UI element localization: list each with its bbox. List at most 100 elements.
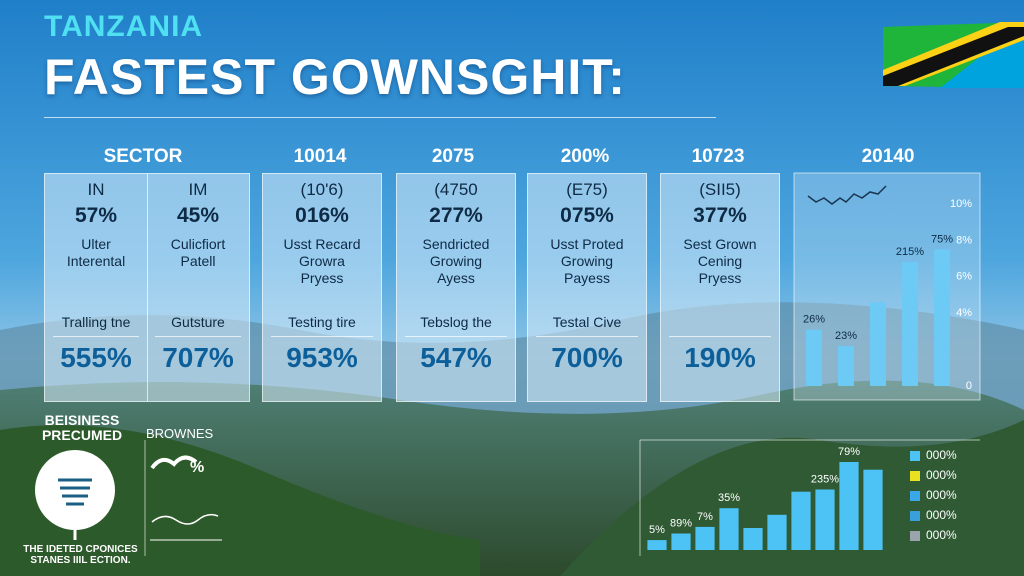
- legend-label: 000%: [926, 488, 957, 502]
- flag: [883, 22, 1024, 88]
- bar: [806, 329, 822, 386]
- description: Usst Recard Growra Pryess: [263, 236, 381, 287]
- description-line: Growing: [429, 253, 483, 269]
- legend-swatch: [910, 471, 920, 481]
- label-rule: [271, 336, 373, 337]
- column-header: 20140: [861, 146, 915, 167]
- card: (SII5) 377% Sest Grown Cening Pryess 190%: [660, 173, 780, 402]
- label: Gutsture: [171, 314, 225, 330]
- description: Usst Proted Growing Payess: [528, 236, 646, 287]
- card-column: (4750 277% Sendricted Growing Ayess Tebslog t…: [397, 174, 515, 401]
- description-line: Interental: [66, 253, 126, 269]
- browse-line: [151, 513, 219, 525]
- bar: [695, 526, 715, 550]
- label-rule: [405, 336, 507, 337]
- icon-lines: [58, 478, 92, 506]
- description: Culicfiort Patell: [147, 236, 249, 270]
- value: 377%: [693, 204, 747, 227]
- bar-text: 89%: [670, 517, 692, 529]
- country: TANZANIA: [44, 10, 204, 43]
- value: 45%: [176, 204, 220, 227]
- card-column: IM 45% Culicfiort Patell Gutsture 707%: [147, 174, 249, 401]
- label: Testal Cive: [552, 314, 622, 330]
- description-line: Payess: [564, 270, 610, 286]
- bar: [863, 469, 883, 550]
- bar: [902, 262, 918, 386]
- card: (10'6) 016% Usst Recard Growra Pryess Testing…: [262, 173, 382, 402]
- bar-text: 79%: [838, 446, 860, 458]
- y-tick-label: 0: [966, 380, 972, 392]
- footer-line: STANES IIIL ECTION.: [30, 555, 131, 566]
- bar: [767, 514, 787, 550]
- bar: [934, 249, 950, 386]
- bar: [838, 345, 854, 386]
- description-line: Pryess: [300, 270, 344, 286]
- description-line: Culicfiort: [170, 236, 226, 252]
- y-tick-label: 8%: [956, 234, 972, 246]
- big-value: 953%: [286, 342, 358, 373]
- separator: [44, 117, 716, 118]
- description-line: Ulter: [81, 236, 111, 252]
- label-rule: [53, 336, 139, 337]
- code: (10'6): [300, 180, 344, 199]
- big-value: 547%: [420, 342, 492, 373]
- description-line: Pryess: [698, 270, 742, 286]
- value: 277%: [429, 204, 483, 227]
- trend-squiggle: [807, 185, 887, 205]
- bar-text: 7%: [697, 511, 713, 523]
- description-line: Patell: [180, 253, 216, 269]
- legend-swatch: [910, 451, 920, 461]
- big-value: 707%: [162, 342, 234, 373]
- bar-text: 75%: [931, 233, 953, 245]
- label: Tebslog the: [420, 314, 492, 330]
- business-title: BEISINESS PRECUMED: [36, 413, 128, 443]
- browse-line: [150, 455, 198, 470]
- legend-label: 000%: [926, 528, 957, 542]
- bar: [647, 540, 667, 550]
- bar: [671, 533, 691, 550]
- description-line: Ayess: [437, 270, 475, 286]
- footer-line: THE IDETED CPONICES: [23, 544, 138, 555]
- column-header: SECTOR: [103, 146, 183, 167]
- description-line: Sest Grown: [683, 236, 757, 252]
- legend-swatch: [910, 491, 920, 501]
- bar: [719, 508, 739, 550]
- bar-text: 215%: [896, 246, 924, 258]
- big-value: 700%: [551, 342, 623, 373]
- browse-mark: %: [190, 459, 204, 476]
- column-header: 10014: [293, 146, 347, 167]
- label-rule: [155, 336, 241, 337]
- code: (E75): [566, 180, 608, 199]
- business-title-line: BEISINESS: [44, 412, 120, 428]
- browse-title: BROWNES: [146, 426, 214, 441]
- business-footer: THE IDETED CPONICES STANES IIIL ECTION.: [18, 544, 143, 566]
- label: Testing tire: [288, 314, 356, 330]
- code: (SII5): [699, 180, 741, 199]
- business-title-line: PRECUMED: [41, 427, 123, 443]
- description: Sest Grown Cening Pryess: [661, 236, 779, 287]
- code: (4750: [434, 180, 478, 199]
- column-header: 10723: [691, 146, 745, 167]
- description-line: Usst Recard: [283, 236, 361, 252]
- card-column: (SII5) 377% Sest Grown Cening Pryess 190%: [661, 174, 779, 401]
- y-tick-label: 10%: [950, 198, 972, 210]
- legend-label: 000%: [926, 448, 957, 462]
- bar-text: 35%: [718, 492, 740, 504]
- value: 57%: [74, 204, 118, 227]
- bar: [743, 528, 763, 550]
- legend-swatch: [910, 531, 920, 541]
- card: (E75) 075% Usst Proted Growing Payess Testal …: [527, 173, 647, 402]
- y-tick-label: 4%: [956, 307, 972, 319]
- bar: [791, 491, 811, 550]
- description-line: Cening: [697, 253, 743, 269]
- bar-text: 26%: [803, 313, 825, 325]
- legend-swatch: [910, 511, 920, 521]
- description: Sendricted Growing Ayess: [397, 236, 515, 287]
- description-line: Growing: [560, 253, 614, 269]
- legend-label: 000%: [926, 508, 957, 522]
- bar-text: 23%: [835, 330, 857, 342]
- code: IM: [188, 180, 208, 199]
